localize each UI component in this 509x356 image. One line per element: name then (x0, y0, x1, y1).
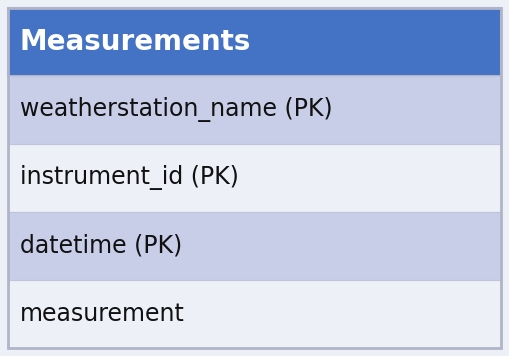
Text: instrument_id (PK): instrument_id (PK) (20, 166, 239, 190)
Text: Measurements: Measurements (20, 28, 251, 56)
Bar (8, 76, 501, 144)
Bar (8, 280, 501, 348)
Bar (8, 8, 501, 76)
Bar (8, 144, 501, 212)
Text: datetime (PK): datetime (PK) (20, 234, 182, 258)
Text: weatherstation_name (PK): weatherstation_name (PK) (20, 98, 332, 122)
Text: measurement: measurement (20, 302, 185, 326)
Bar (8, 212, 501, 280)
